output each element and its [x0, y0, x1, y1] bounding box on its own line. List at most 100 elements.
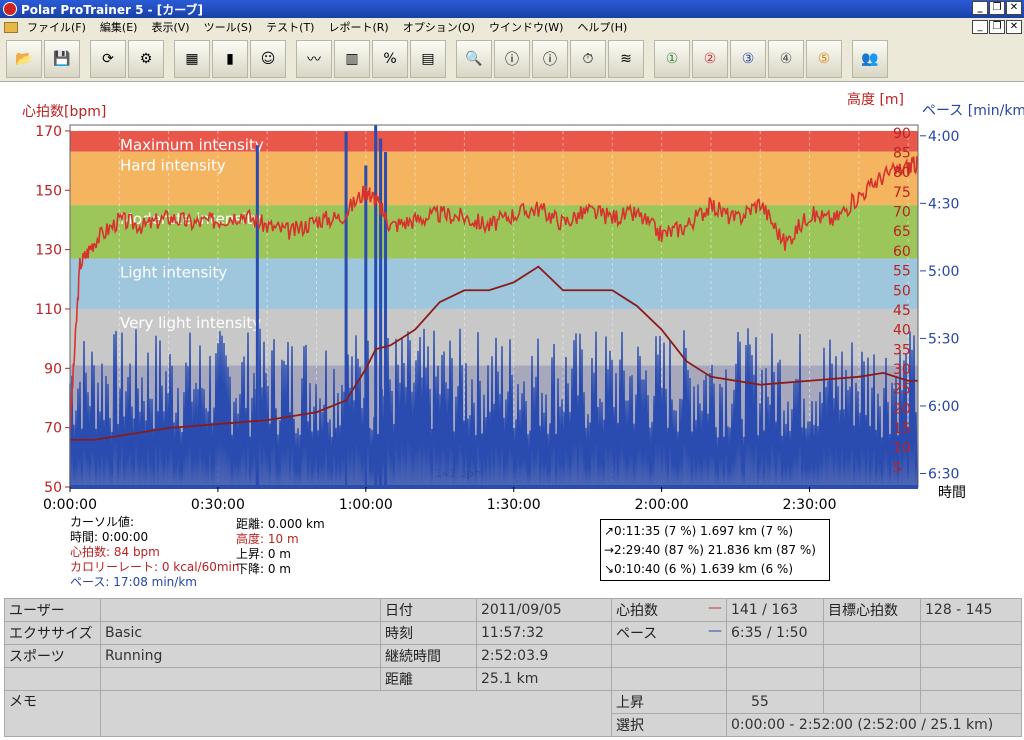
stat-downhill: ↘0:10:40 (6 %) 1.639 km (6 %) — [604, 562, 793, 576]
duration-label: 継続時間 — [380, 644, 477, 668]
pace-tick-label: 4:30 — [928, 196, 959, 212]
intensity-zone — [70, 308, 918, 366]
time-tick-label: 0:30:00 — [191, 497, 245, 512]
chart-1-icon[interactable]: ① — [654, 39, 690, 78]
pace-axis-label: ペース [min/km] — [922, 103, 1024, 119]
menu-file[interactable]: ファイル(F) — [27, 21, 86, 34]
alt-tick-label: 15 — [893, 421, 911, 437]
menu-edit[interactable]: 編集(E) — [99, 21, 138, 34]
memo-label: メモ — [4, 690, 101, 737]
cursor-ascent: 上昇: 0 m — [236, 547, 291, 561]
doc-close-button[interactable]: ✕ — [1006, 20, 1022, 34]
hr-label: 心拍数 — — [611, 598, 727, 622]
time-tick-label: 2:00:00 — [635, 497, 689, 512]
pace-tick-label: 6:30 — [928, 466, 959, 482]
menu-view[interactable]: 表示(V) — [151, 21, 190, 34]
toolbar: 📂 💾 ⟳ ⚙ ▦ ▮ ☺ 〰 ▥ % ▤ 🔍 ⓘ ⓘ ⏱ ≋ ① ② ③ ④ … — [0, 36, 1024, 82]
info-chart-icon[interactable]: ⓘ — [494, 39, 530, 78]
cursor-pace: ペース: 17:08 min/km — [70, 575, 197, 589]
hr-tick-label: 130 — [35, 243, 62, 259]
time-label: 時刻 — [380, 621, 477, 645]
info-map-icon[interactable]: ⓘ — [532, 39, 568, 78]
save-icon[interactable]: 💾 — [44, 39, 80, 78]
time-tick-label: 1:30:00 — [487, 497, 541, 512]
alt-tick-label: 75 — [893, 185, 911, 201]
sport-value[interactable]: Running — [100, 644, 381, 668]
cursor-distance: 距離: 0.000 km — [236, 517, 325, 531]
pace-label: ペース — — [611, 621, 727, 645]
multi-curve-icon[interactable]: ≋ — [608, 39, 644, 78]
distance-label: 距離 — [380, 667, 477, 691]
cursor-calorie: カロリーレート: 0 kcal/60min — [70, 560, 240, 574]
bar-chart-icon[interactable]: ▥ — [334, 39, 370, 78]
chart-5-icon[interactable]: ⑤ — [806, 39, 842, 78]
user-value[interactable] — [100, 598, 381, 622]
calendar-icon[interactable]: ▦ — [174, 39, 210, 78]
hr-value: 141 / 163 — [726, 598, 824, 622]
pace-tick-label: 5:30 — [928, 331, 959, 347]
alt-tick-label: 60 — [893, 244, 911, 260]
hr-tick-label: 110 — [35, 302, 62, 318]
sport-label: スポーツ — [4, 644, 101, 668]
chart-4-icon[interactable]: ④ — [768, 39, 804, 78]
table-icon[interactable]: ▤ — [410, 39, 446, 78]
alt-tick-label: 35 — [893, 342, 911, 358]
cursor-hr: 心拍数: 84 bpm — [70, 545, 160, 559]
date-value: 2011/09/05 — [476, 598, 612, 622]
ascent-label: 上昇 — [611, 690, 727, 714]
exercise-label: エクササイズ — [4, 621, 101, 645]
time-tick-label: 2:30:00 — [783, 497, 837, 512]
curve-icon[interactable]: 〰 — [296, 39, 332, 78]
menu-tools[interactable]: ツール(S) — [203, 21, 253, 34]
user-label: ユーザー — [4, 598, 101, 622]
doc-minimize-button[interactable]: _ — [972, 20, 988, 34]
zoom-icon[interactable]: 🔍 — [456, 39, 492, 78]
document-icon — [4, 21, 18, 33]
chart-3-icon[interactable]: ③ — [730, 39, 766, 78]
hr-tick-label: 170 — [35, 124, 62, 140]
minimize-button[interactable]: _ — [972, 1, 988, 15]
memo-field[interactable] — [100, 690, 612, 737]
menu-window[interactable]: ウインドウ(W) — [488, 21, 564, 34]
target-hr-value: 128 - 145 — [920, 598, 1022, 622]
alt-tick-label: 10 — [893, 441, 911, 457]
close-button[interactable]: ✕ — [1006, 1, 1022, 15]
pace-tick-label: 5:00 — [928, 264, 959, 280]
zone-label: Very light intensity — [120, 314, 261, 332]
time-axis-label: 時間 — [938, 485, 966, 501]
user-edit-icon[interactable]: ☺ — [250, 39, 286, 78]
alt-tick-label: 85 — [893, 146, 911, 162]
zone-label: Light intensity — [120, 264, 227, 282]
menu-help[interactable]: ヘルプ(H) — [577, 21, 628, 34]
menu-bar: ファイル(F) 編集(E) 表示(V) ツール(S) テスト(T) レポート(R… — [0, 18, 1024, 36]
sync-icon[interactable]: ⟳ — [90, 39, 126, 78]
date-label: 日付 — [380, 598, 477, 622]
hr-tick-label: 150 — [35, 183, 62, 199]
target-hr-label: 目標心拍数 — [823, 598, 921, 622]
stat-flat: →2:29:40 (87 %) 21.836 km (87 %) — [604, 543, 816, 557]
hr-series-line — [69, 156, 919, 431]
curve-chart[interactable]: Maximum intensity Hard intensity Moderate … — [0, 82, 1024, 513]
doc-restore-button[interactable]: ❐ — [989, 20, 1005, 34]
selection-value: 0:00:00 - 2:52:00 (2:52:00 / 25.1 km) — [726, 713, 1022, 737]
settings-icon[interactable]: ⚙ — [128, 39, 164, 78]
book-icon[interactable]: ▮ — [212, 39, 248, 78]
users-icon[interactable]: 👥 — [852, 39, 888, 78]
alt-tick-label: 40 — [893, 323, 911, 339]
polar-app-icon — [3, 2, 17, 16]
ascent-value: 55 — [726, 690, 824, 714]
zone-label: Hard intensity — [120, 157, 226, 175]
distance-value: 25.1 km — [476, 667, 612, 691]
exercise-value[interactable]: Basic — [100, 621, 381, 645]
selection-label: 選択 — [611, 713, 727, 737]
restore-button[interactable]: ❐ — [989, 1, 1005, 15]
menu-test[interactable]: テスト(T) — [266, 21, 315, 34]
alt-tick-label: 70 — [893, 205, 911, 221]
stopwatch-icon[interactable]: ⏱ — [570, 39, 606, 78]
menu-options[interactable]: オプション(O) — [402, 21, 475, 34]
chart-2-icon[interactable]: ② — [692, 39, 728, 78]
menu-report[interactable]: レポート(R) — [328, 21, 389, 34]
open-folder-icon[interactable]: 📂 — [6, 39, 42, 78]
alt-tick-label: 90 — [893, 126, 911, 142]
percent-icon[interactable]: % — [372, 39, 408, 78]
